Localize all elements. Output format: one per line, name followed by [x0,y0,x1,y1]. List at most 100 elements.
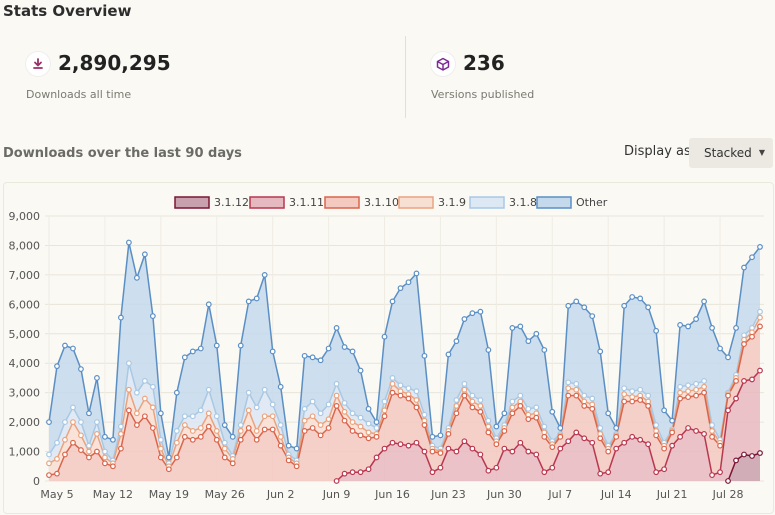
data-point[interactable] [269,426,276,433]
data-point[interactable] [173,439,180,446]
data-point[interactable] [701,383,707,390]
data-point[interactable] [102,454,108,461]
data-point[interactable] [485,417,492,424]
data-point[interactable] [741,377,747,384]
data-point[interactable] [693,316,699,322]
data-point[interactable] [677,322,684,328]
data-point[interactable] [453,338,460,345]
data-point[interactable] [117,314,124,321]
data-point[interactable] [141,377,148,384]
data-point[interactable] [621,398,628,405]
data-point[interactable] [557,433,564,440]
data-point[interactable] [453,397,460,403]
data-point[interactable] [357,414,364,421]
data-point[interactable] [413,270,420,277]
data-point[interactable] [357,432,364,439]
data-point[interactable] [469,445,476,452]
data-point[interactable] [46,472,52,479]
data-point[interactable] [301,417,308,424]
data-point[interactable] [541,347,548,353]
data-point[interactable] [213,413,220,420]
data-point[interactable] [46,451,52,458]
data-point[interactable] [413,397,420,403]
data-point[interactable] [573,386,580,393]
data-point[interactable] [141,395,148,402]
data-point[interactable] [701,298,707,305]
data-point[interactable] [349,410,356,417]
data-point[interactable] [533,330,540,337]
data-point[interactable] [493,423,500,430]
data-point[interactable] [389,298,396,305]
data-point[interactable] [533,451,540,458]
legend-label[interactable]: 3.1.9 [438,196,466,209]
data-point[interactable] [357,367,364,374]
data-point[interactable] [277,383,284,390]
data-point[interactable] [117,445,124,452]
data-point[interactable] [125,407,132,414]
data-point[interactable] [421,352,428,359]
data-point[interactable] [149,404,156,411]
data-point[interactable] [429,433,436,440]
data-point[interactable] [741,264,747,271]
data-point[interactable] [493,464,500,471]
data-point[interactable] [645,392,652,399]
data-point[interactable] [677,433,684,440]
data-point[interactable] [477,451,484,458]
data-point[interactable] [525,416,532,423]
data-point[interactable] [629,388,636,395]
data-point[interactable] [253,295,260,302]
data-point[interactable] [733,457,739,464]
data-point[interactable] [197,425,204,431]
data-point[interactable] [437,432,444,439]
data-point[interactable] [221,422,228,428]
data-point[interactable] [661,445,668,452]
data-point[interactable] [261,426,268,433]
data-point[interactable] [333,380,340,387]
data-point[interactable] [597,435,604,442]
data-point[interactable] [709,472,715,479]
data-point[interactable] [709,422,715,428]
data-point[interactable] [437,450,444,456]
data-point[interactable] [405,279,412,286]
legend-label[interactable]: Other [576,196,608,209]
data-point[interactable] [373,454,380,461]
data-point[interactable] [621,302,628,309]
data-point[interactable] [581,403,588,409]
data-point[interactable] [669,442,676,449]
data-point[interactable] [517,403,524,409]
data-point[interactable] [397,441,404,448]
data-point[interactable] [317,432,324,439]
data-point[interactable] [589,405,596,412]
data-point[interactable] [453,448,460,455]
data-point[interactable] [597,470,604,477]
data-point[interactable] [637,397,644,403]
data-point[interactable] [573,429,580,436]
data-point[interactable] [205,386,212,393]
data-point[interactable] [565,385,572,392]
data-point[interactable] [293,445,300,452]
data-point[interactable] [70,439,76,446]
data-point[interactable] [341,470,348,477]
data-point[interactable] [565,392,572,399]
data-point[interactable] [70,419,76,426]
data-point[interactable] [629,294,636,300]
data-point[interactable] [381,407,388,414]
data-point[interactable] [333,392,340,399]
data-point[interactable] [541,469,548,476]
data-point[interactable] [605,469,612,476]
data-point[interactable] [245,407,252,414]
data-point[interactable] [333,478,340,484]
data-point[interactable] [693,380,699,387]
data-point[interactable] [325,345,332,352]
data-point[interactable] [525,448,532,455]
data-point[interactable] [349,419,356,426]
data-point[interactable] [62,342,68,349]
data-point[interactable] [341,344,348,350]
data-point[interactable] [62,451,68,458]
data-point[interactable] [565,379,572,386]
data-point[interactable] [485,347,492,353]
data-point[interactable] [645,403,652,409]
data-point[interactable] [309,413,316,420]
data-point[interactable] [325,425,332,431]
data-point[interactable] [693,392,699,399]
